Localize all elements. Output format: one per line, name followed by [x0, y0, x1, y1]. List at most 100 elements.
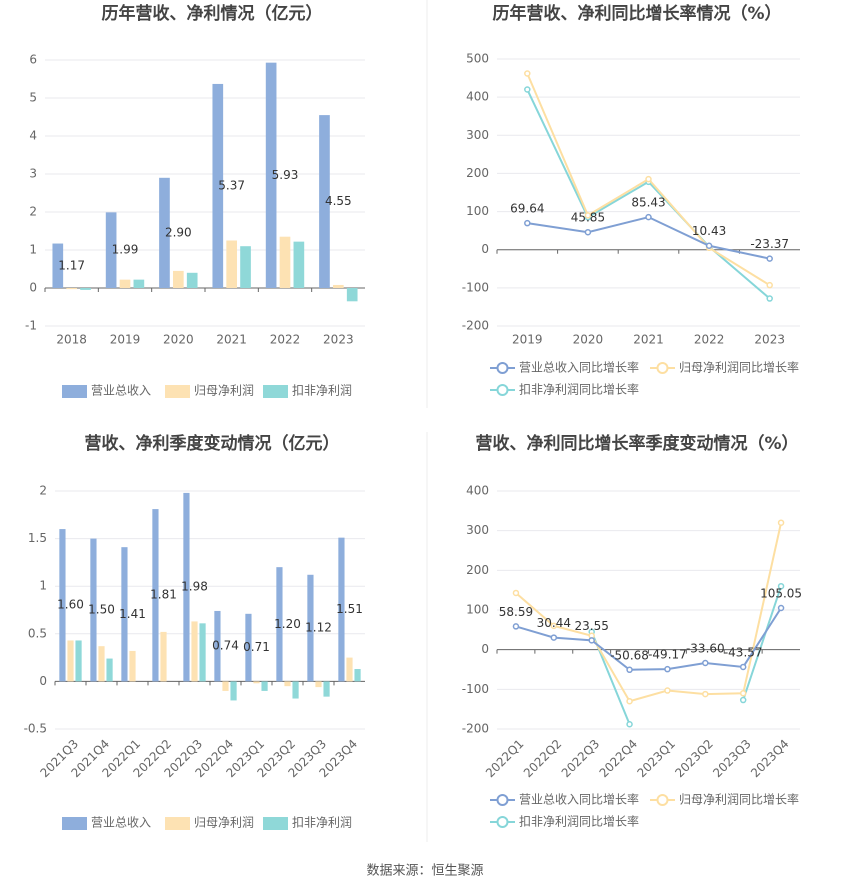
bar — [52, 243, 64, 288]
data-label: -43.57 — [724, 645, 763, 659]
data-label: 2.90 — [165, 225, 192, 239]
data-label: 85.43 — [631, 196, 665, 210]
data-label: 1.99 — [112, 243, 139, 257]
bar — [186, 272, 198, 288]
legend-swatch — [62, 817, 87, 830]
x-tick-label: 2022Q1 — [483, 737, 527, 781]
data-label: 4.55 — [325, 194, 352, 208]
point — [664, 687, 671, 694]
y-tick-label: 0 — [481, 642, 489, 656]
data-label: 0.71 — [243, 640, 270, 654]
data-label: -50.68 — [610, 648, 649, 662]
data-label: 1.51 — [336, 602, 363, 616]
bar — [346, 288, 358, 302]
data-label: 1.41 — [119, 607, 146, 621]
chart-title: 营收、净利同比增长率季度变动情况（%） — [475, 433, 798, 454]
data-label: -23.37 — [750, 237, 789, 251]
legend-label: 营业总收入同比增长率 — [519, 792, 639, 807]
x-tick-label: 2022Q2 — [521, 737, 565, 781]
bar — [129, 650, 136, 682]
bar — [261, 681, 268, 691]
legend-label: 扣非净利润 — [292, 384, 352, 398]
y-tick-label: 2 — [39, 484, 47, 498]
point — [645, 175, 652, 183]
bar — [279, 236, 291, 288]
legend-label: 营业总收入 — [91, 816, 151, 830]
y-tick-label: 6 — [29, 53, 37, 67]
bar — [183, 492, 190, 682]
point — [777, 582, 785, 590]
point — [766, 255, 773, 262]
point — [739, 690, 747, 697]
point — [588, 637, 595, 644]
x-tick-label: 2022 — [694, 333, 725, 347]
y-tick-label: 400 — [466, 484, 489, 498]
legend-swatch — [263, 385, 288, 398]
legend-swatch — [656, 794, 669, 806]
x-tick-label: 2022Q4 — [597, 737, 641, 781]
data-label: -33.60 — [686, 641, 725, 655]
bar — [119, 279, 131, 288]
x-tick-label: 2019 — [110, 333, 141, 347]
point — [550, 622, 558, 630]
bar — [152, 509, 159, 682]
line — [527, 216, 770, 260]
bar — [346, 657, 353, 682]
point — [705, 242, 713, 249]
source-note: 数据来源：恒生聚源 — [366, 864, 483, 879]
legend-label: 营业总收入 — [91, 384, 151, 398]
y-tick-label: 0.5 — [28, 626, 47, 640]
data-label: 58.59 — [499, 605, 533, 619]
y-tick-label: 4 — [29, 129, 37, 143]
point — [626, 697, 633, 705]
bar — [240, 246, 251, 288]
y-tick-label: 0 — [39, 674, 47, 688]
x-tick-label: 2020 — [573, 333, 604, 347]
point — [702, 690, 709, 698]
data-label: 5.37 — [218, 178, 245, 192]
point — [766, 295, 773, 302]
bar — [75, 640, 82, 682]
point — [584, 212, 592, 219]
bar — [276, 567, 283, 682]
point — [645, 213, 652, 221]
bar — [265, 62, 277, 288]
data-label: 30.44 — [537, 616, 571, 630]
bar — [292, 681, 299, 699]
bar — [121, 547, 128, 682]
bar — [199, 623, 206, 682]
legend-label: 扣非净利润同比增长率 — [519, 382, 639, 397]
y-tick-label: 300 — [466, 128, 489, 142]
data-label: -49.17 — [648, 648, 687, 662]
bar — [212, 83, 224, 288]
data-label: 1.17 — [58, 258, 85, 272]
line — [515, 607, 782, 671]
y-tick-label: 0 — [29, 281, 37, 295]
y-tick-label: 500 — [466, 52, 489, 66]
y-tick-label: 2 — [29, 205, 37, 219]
point — [626, 666, 633, 674]
point — [777, 604, 785, 612]
y-tick-label: 0 — [481, 242, 489, 256]
bar — [66, 288, 77, 290]
legend-swatch — [656, 362, 669, 374]
x-tick-label: 2020 — [163, 333, 194, 347]
legend-swatch — [496, 816, 509, 828]
bar — [214, 610, 221, 682]
chart-title: 历年营收、净利情况（亿元） — [102, 3, 323, 24]
data-label: 105.05 — [760, 586, 802, 600]
point — [739, 663, 747, 671]
bar — [284, 681, 291, 687]
y-tick-label: 200 — [466, 166, 489, 180]
point — [524, 70, 531, 77]
bar — [191, 621, 198, 682]
line — [526, 89, 771, 300]
y-tick-label: -100 — [462, 280, 489, 294]
y-tick-label: 100 — [466, 603, 489, 617]
bar — [226, 240, 237, 288]
bar — [354, 669, 361, 682]
legend-label: 扣非净利润同比增长率 — [519, 814, 639, 829]
x-tick-label: 2021 — [216, 333, 247, 347]
y-tick-label: 5 — [29, 91, 37, 105]
